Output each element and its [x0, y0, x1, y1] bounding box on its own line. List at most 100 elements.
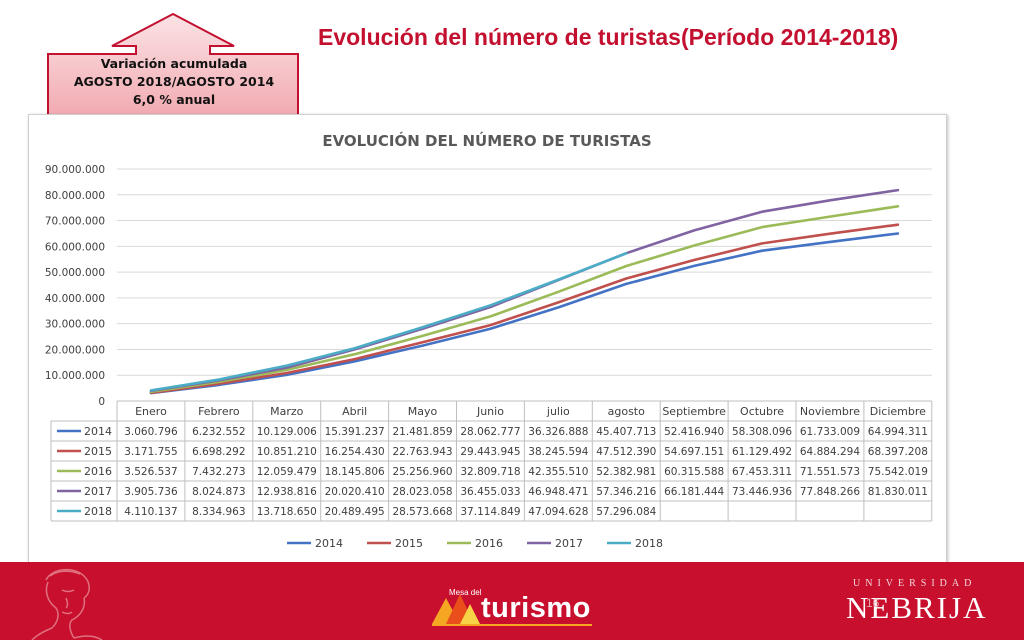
- data-label: 7.432.273: [192, 466, 245, 478]
- data-label: 3.905.736: [124, 486, 178, 498]
- data-label: 54.697.151: [664, 446, 724, 458]
- data-label: 4.110.137: [124, 506, 177, 518]
- data-label: 6.232.552: [192, 426, 245, 438]
- table-row-label: 2016: [84, 465, 112, 478]
- x-tick-label: Septiembre: [662, 405, 726, 418]
- data-label: 6.698.292: [192, 446, 245, 458]
- data-label: 67.453.311: [732, 466, 792, 478]
- x-tick-label: Febrero: [198, 405, 240, 418]
- brand-small-text: Mesa del: [449, 588, 482, 597]
- footer-bar: [0, 562, 1024, 640]
- y-tick-label: 60.000.000: [45, 241, 105, 253]
- x-tick-label: Octubre: [740, 405, 784, 418]
- data-label: 20.489.495: [325, 506, 385, 518]
- data-label: 28.062.777: [460, 426, 520, 438]
- data-label: 57.346.216: [596, 486, 656, 498]
- y-tick-label: 30.000.000: [45, 319, 105, 331]
- data-label: 57.296.084: [596, 506, 656, 518]
- data-label: 32.809.718: [460, 466, 520, 478]
- data-label: 42.355.510: [528, 466, 588, 478]
- data-label: 38.245.594: [528, 446, 588, 458]
- data-label: 36.326.888: [528, 426, 588, 438]
- data-label: 16.254.430: [325, 446, 385, 458]
- data-label: 15.391.237: [325, 426, 385, 438]
- legend-entry: 2016: [475, 537, 503, 550]
- data-label: 52.382.981: [596, 466, 656, 478]
- x-tick-label: Marzo: [270, 405, 304, 418]
- legend-entry: 2015: [395, 537, 423, 550]
- series-line-2014: [149, 232, 900, 395]
- table-row-label: 2017: [84, 485, 112, 498]
- x-tick-label: agosto: [608, 405, 645, 418]
- mesa-turismo-logo-icon: [432, 594, 592, 626]
- y-tick-label: 90.000.000: [45, 164, 105, 176]
- data-label: 12.938.816: [257, 486, 317, 498]
- data-label: 36.455.033: [460, 486, 520, 498]
- data-label: 8.334.963: [192, 506, 245, 518]
- data-label: 21.481.859: [392, 426, 452, 438]
- x-tick-label: Noviembre: [800, 405, 860, 418]
- data-label: 66.181.444: [664, 486, 724, 498]
- x-tick-label: Abril: [342, 405, 367, 418]
- data-label: 28.023.058: [392, 486, 452, 498]
- table-row-label: 2014: [84, 425, 112, 438]
- y-tick-label: 70.000.000: [45, 216, 105, 228]
- data-label: 25.256.960: [392, 466, 452, 478]
- brand-main-text: turismo: [481, 592, 591, 624]
- y-tick-label: 10.000.000: [45, 370, 105, 382]
- data-label: 22.763.943: [392, 446, 452, 458]
- data-label: 8.024.873: [192, 486, 245, 498]
- line-chart: EVOLUCIÓN DEL NÚMERO DE TURISTAS 0 10.000.…: [45, 131, 933, 550]
- data-label: 58.308.096: [732, 426, 792, 438]
- data-label: 47.512.390: [596, 446, 656, 458]
- series-line-2016: [149, 205, 900, 394]
- data-label: 28.573.668: [392, 506, 452, 518]
- data-label: 75.542.019: [868, 466, 928, 478]
- data-label: 68.397.208: [868, 446, 928, 458]
- table-row-label: 2015: [84, 445, 112, 458]
- y-tick-label: 20.000.000: [45, 344, 105, 356]
- data-label: 3.060.796: [124, 426, 178, 438]
- data-label: 77.848.266: [800, 486, 860, 498]
- legend-entry: 2017: [555, 537, 583, 550]
- x-tick-label: Junio: [476, 405, 504, 418]
- x-tick-label: Mayo: [408, 405, 438, 418]
- university-main-text: NEBRIJA: [846, 590, 988, 625]
- data-label: 3.171.755: [124, 446, 177, 458]
- callout-line-3: 6,0 % anual: [132, 92, 216, 107]
- y-tick-label: 50.000.000: [45, 267, 105, 279]
- data-label: 61.733.009: [800, 426, 860, 438]
- data-label: 3.526.537: [124, 466, 177, 478]
- portrait-logo-icon: [31, 568, 103, 640]
- data-label: 29.443.945: [460, 446, 520, 458]
- data-label: 37.114.849: [460, 506, 520, 518]
- table-row-label: 2018: [84, 505, 112, 518]
- series-line-2015: [149, 223, 900, 395]
- x-tick-label: julio: [546, 405, 570, 418]
- x-tick-label: Diciembre: [870, 405, 926, 418]
- data-label: 12.059.479: [257, 466, 317, 478]
- data-label: 81.830.011: [868, 486, 928, 498]
- legend-entry: 2014: [315, 537, 343, 550]
- data-label: 18.145.806: [325, 466, 385, 478]
- slide-title: Evolución del número de turistas(Período…: [318, 24, 899, 50]
- data-label: 10.129.006: [257, 426, 317, 438]
- data-label: 52.416.940: [664, 426, 724, 438]
- y-tick-label: 80.000.000: [45, 190, 105, 202]
- y-tick-label: 0: [98, 396, 105, 408]
- x-tick-label: Enero: [135, 405, 167, 418]
- data-label: 45.407.713: [596, 426, 656, 438]
- chart-frame: EVOLUCIÓN DEL NÚMERO DE TURISTAS 0 10.000.…: [28, 114, 947, 564]
- data-label: 73.446.936: [732, 486, 792, 498]
- callout-text: Variación acumulada AGOSTO 2018/AGOSTO 2…: [52, 55, 296, 109]
- data-label: 47.094.628: [528, 506, 588, 518]
- data-label: 46.948.471: [528, 486, 588, 498]
- callout-line-1: Variación acumulada: [100, 56, 248, 71]
- data-label: 71.551.573: [800, 466, 860, 478]
- callout-line-2: AGOSTO 2018/AGOSTO 2014: [73, 74, 275, 89]
- data-label: 60.315.588: [664, 466, 724, 478]
- university-top-text: UNIVERSIDAD: [853, 578, 977, 589]
- legend-entry: 2018: [635, 537, 663, 550]
- data-label: 64.994.311: [868, 426, 928, 438]
- data-label: 10.851.210: [257, 446, 317, 458]
